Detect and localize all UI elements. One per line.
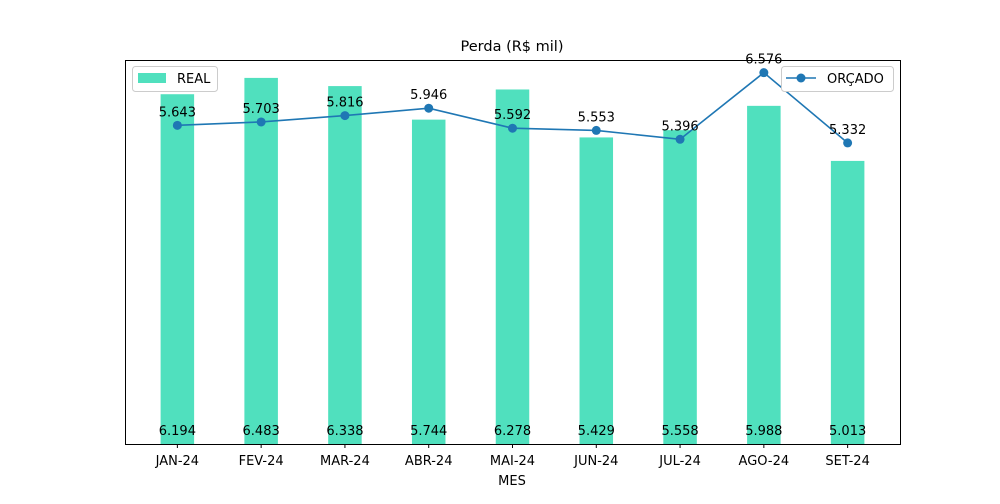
bar-real-jan-24[interactable] [160, 94, 195, 444]
bar-real-jun-24[interactable] [579, 137, 614, 444]
legend-real-box [132, 66, 218, 92]
legend-orcado-label: ORÇADO [827, 72, 884, 87]
bar-value-label: 6.278 [494, 424, 531, 439]
bar-value-label: 6.483 [243, 424, 280, 439]
x-tick-label: SET-24 [825, 454, 869, 469]
line-layer [172, 68, 853, 148]
bar-value-label: 5.744 [410, 424, 447, 439]
point-orcado-abr-24[interactable] [424, 103, 434, 113]
x-tick-label: JUN-24 [573, 454, 618, 469]
x-tick-label: MAR-24 [320, 454, 370, 469]
point-orcado-ago-24[interactable] [759, 68, 769, 78]
bar-value-label: 5.013 [829, 424, 866, 439]
bar-value-label: 6.338 [326, 424, 363, 439]
bar-value-label: 5.429 [578, 424, 615, 439]
legend-real[interactable]: REAL [132, 66, 218, 92]
x-tick-label: FEV-24 [239, 454, 284, 469]
point-value-label: 5.553 [578, 110, 615, 125]
point-orcado-jun-24[interactable] [591, 125, 601, 135]
x-tick-label: MAI-24 [490, 454, 535, 469]
bar-real-abr-24[interactable] [411, 119, 446, 445]
x-tick-label: AGO-24 [739, 454, 790, 469]
x-tick-label: JUL-24 [658, 454, 701, 469]
legend-real-swatch [138, 73, 166, 83]
legend-orcado-box [781, 66, 894, 92]
point-orcado-jul-24[interactable] [675, 134, 685, 144]
legend-real-label: REAL [177, 72, 211, 87]
point-value-label: 5.592 [494, 108, 531, 123]
point-orcado-mai-24[interactable] [508, 123, 517, 133]
bar-real-ago-24[interactable] [747, 105, 781, 444]
point-value-label: 5.816 [326, 96, 363, 111]
point-value-label: 5.396 [661, 119, 698, 134]
bar-real-mai-24[interactable] [495, 89, 530, 444]
x-ticks-layer: JAN-24 FEV-24 MAR-24 ABR-24 MAI-24 JUN-24 JUL-… [155, 444, 870, 469]
point-orcado-set-24[interactable] [843, 138, 853, 148]
chart-title: Perda (R$ mil) [461, 39, 564, 55]
point-value-label: 5.332 [829, 123, 866, 138]
x-tick-label: JAN-24 [155, 454, 199, 469]
bar-value-label: 5.988 [745, 424, 782, 439]
bar-real-mar-24[interactable] [328, 86, 362, 444]
point-value-label: 5.703 [243, 102, 280, 117]
point-orcado-fev-24[interactable] [256, 117, 266, 127]
bar-value-label: 5.558 [661, 424, 698, 439]
x-axis-label: MES [498, 474, 526, 489]
bar-real-set-24[interactable] [830, 160, 865, 444]
point-value-label: 5.643 [159, 105, 196, 120]
x-tick-label: ABR-24 [405, 454, 453, 469]
bars-layer [160, 77, 865, 445]
bar-real-fev-24[interactable] [244, 77, 278, 444]
bar-real-jul-24[interactable] [663, 130, 697, 444]
point-value-label: 5.946 [410, 88, 447, 103]
legend-orcado[interactable]: ORÇADO [781, 66, 894, 92]
bar-value-label: 6.194 [159, 424, 196, 439]
bar-labels-layer: 6.194 6.483 6.338 5.744 6.278 5.429 5.558 5.988… [159, 424, 866, 439]
point-orcado-mar-24[interactable] [340, 111, 350, 121]
legend-orcado-marker [796, 73, 806, 83]
point-orcado-jan-24[interactable] [172, 120, 182, 130]
